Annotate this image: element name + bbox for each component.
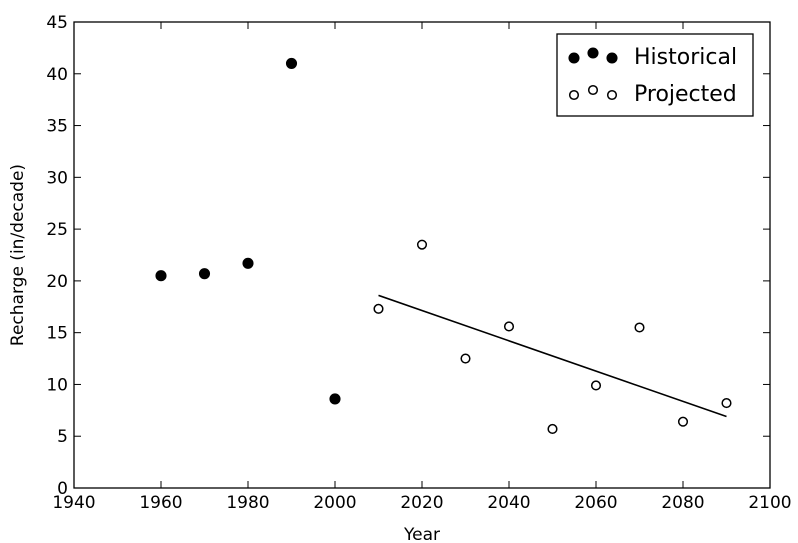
projected-point xyxy=(416,239,428,250)
y-tick-label: 15 xyxy=(46,324,68,344)
y-tick-label: 5 xyxy=(57,427,68,447)
y-tick-label: 40 xyxy=(46,65,68,85)
projected-point xyxy=(634,322,645,333)
projected-point xyxy=(677,416,689,427)
projected-point xyxy=(721,398,732,409)
legend-marker xyxy=(568,89,580,101)
projected-point xyxy=(547,423,558,435)
legend-marker xyxy=(606,89,618,101)
historical-point xyxy=(155,270,167,282)
historical-point xyxy=(329,393,341,405)
projected-point xyxy=(503,321,515,332)
y-tick-label: 0 xyxy=(57,479,68,499)
legend-label: Historical xyxy=(634,45,737,70)
x-tick-label: 2000 xyxy=(313,493,356,513)
x-tick-label: 2100 xyxy=(748,493,791,513)
y-tick-label: 30 xyxy=(46,168,68,188)
y-tick-label: 35 xyxy=(46,117,68,137)
x-tick-label: 1940 xyxy=(52,493,95,513)
x-axis-label: Year xyxy=(403,525,440,543)
historical-point xyxy=(198,268,211,280)
legend: Historical Projected xyxy=(556,33,754,117)
y-axis-label: Recharge (in/decade) xyxy=(8,164,28,346)
historical-point xyxy=(285,57,298,69)
x-tick-label: 2040 xyxy=(487,493,530,513)
x-tick-label: 1980 xyxy=(226,493,269,513)
plot-area xyxy=(73,21,771,489)
legend-marker xyxy=(568,52,580,64)
historical-point xyxy=(242,257,254,269)
projected-point xyxy=(373,303,384,314)
data-points xyxy=(155,57,732,435)
legend-marker xyxy=(606,52,618,64)
x-tick-label: 1960 xyxy=(139,493,182,513)
x-tick-label: 2080 xyxy=(661,493,704,513)
trend-line xyxy=(378,294,727,418)
y-tick-label: 45 xyxy=(46,13,68,33)
legend-marker xyxy=(587,84,599,96)
y-tick-label: 20 xyxy=(46,272,68,292)
x-axis-ticks: 1940 1960 1980 2000 2020 2040 2060 2080 2100 xyxy=(52,22,792,513)
y-tick-label: 25 xyxy=(46,220,68,240)
y-axis-ticks: 0 5 10 15 20 25 30 35 40 45 xyxy=(46,13,770,499)
legend-marker xyxy=(587,47,599,59)
legend-label: Projected xyxy=(634,82,737,107)
y-tick-label: 10 xyxy=(46,375,68,395)
legend-box xyxy=(556,33,754,117)
trend-line-group xyxy=(378,294,727,418)
projected-point xyxy=(460,353,471,364)
x-tick-label: 2020 xyxy=(400,493,443,513)
projected-point xyxy=(590,380,602,391)
x-tick-label: 2060 xyxy=(574,493,617,513)
